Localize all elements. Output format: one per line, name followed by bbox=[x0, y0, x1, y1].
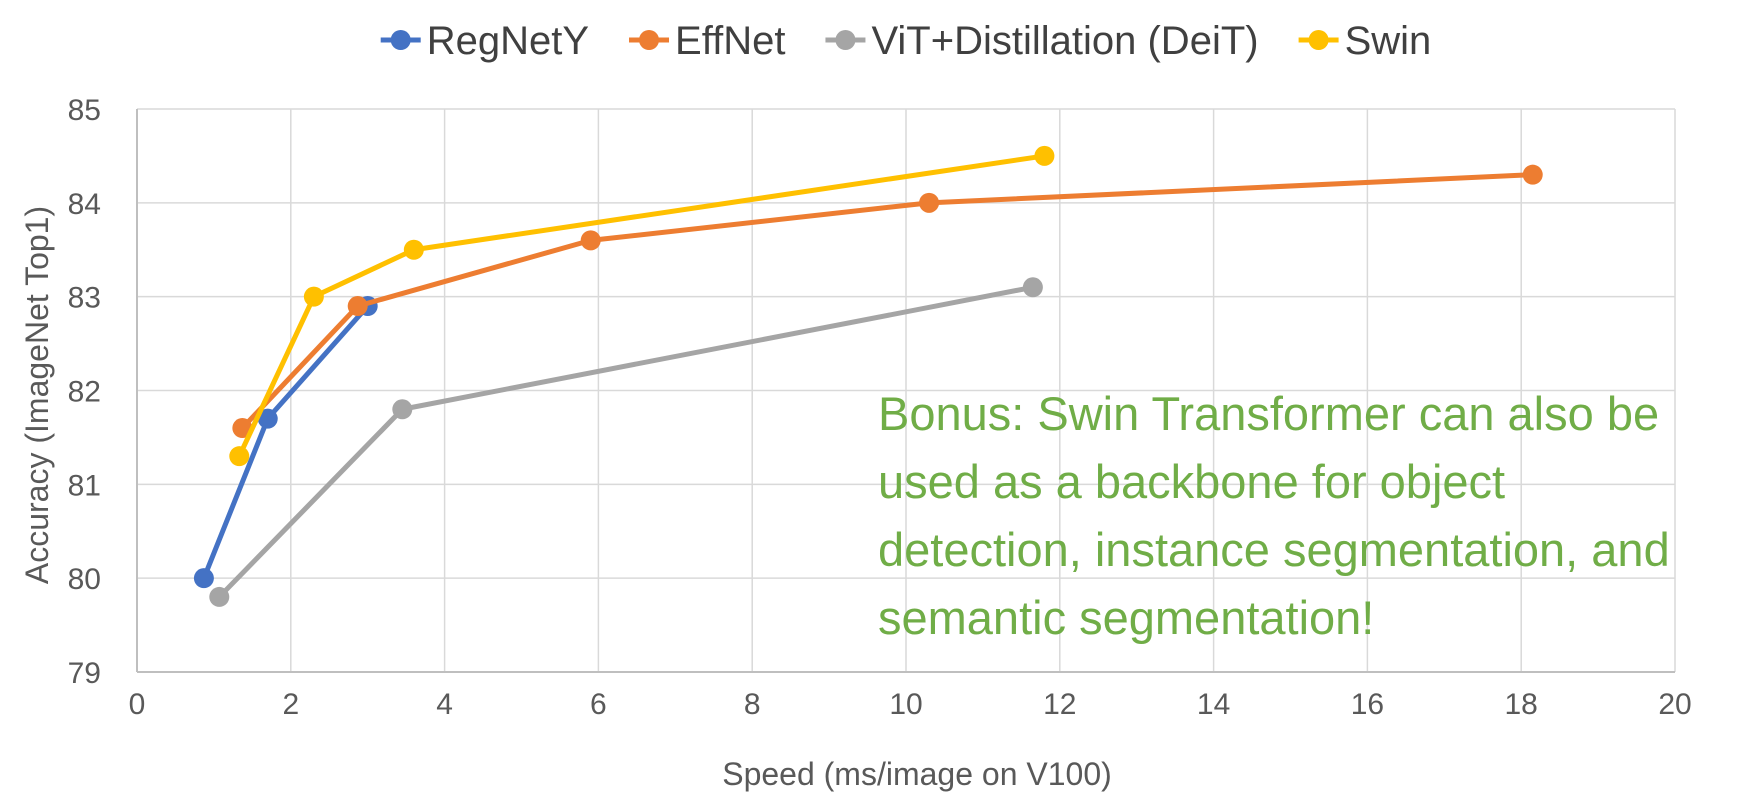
y-tick-label: 84 bbox=[68, 188, 101, 221]
data-point-effnet bbox=[1522, 164, 1543, 185]
legend-label: Swin bbox=[1345, 19, 1432, 63]
data-point-effnet bbox=[580, 230, 601, 251]
legend-label: EffNet bbox=[675, 19, 785, 63]
legend-item: ViT+Distillation (DeiT) bbox=[825, 19, 1259, 63]
annotation-text: Bonus: Swin Transformer can also be used… bbox=[878, 387, 1670, 644]
y-tick-label: 79 bbox=[68, 657, 101, 690]
data-point-vit-distillation-deit bbox=[1022, 277, 1043, 298]
data-point-vit-distillation-deit bbox=[392, 399, 413, 420]
x-tick-label: 14 bbox=[1197, 688, 1230, 721]
x-tick-label: 2 bbox=[282, 688, 299, 721]
legend: RegNetY EffNet ViT+Distillation (DeiT) Swin bbox=[380, 19, 1432, 63]
x-tick-label: 16 bbox=[1351, 688, 1384, 721]
legend-swatch-marker bbox=[639, 30, 660, 50]
x-tick-label: 4 bbox=[436, 688, 453, 721]
data-point-regnety bbox=[193, 568, 214, 589]
legend-swatch-marker bbox=[390, 30, 411, 50]
x-tick-label: 6 bbox=[590, 688, 607, 721]
y-tick-label: 82 bbox=[68, 376, 101, 409]
x-tick-label: 12 bbox=[1043, 688, 1076, 721]
data-point-swin bbox=[229, 446, 250, 467]
x-tick-label: 20 bbox=[1658, 688, 1691, 721]
x-axis-title: Speed (ms/image on V100) bbox=[722, 756, 1112, 792]
y-tick-label: 83 bbox=[68, 282, 101, 315]
y-tick-label: 85 bbox=[68, 94, 101, 127]
series-line-regnety bbox=[201, 303, 371, 581]
y-axis-title: Accuracy (ImageNet Top1) bbox=[19, 206, 55, 584]
data-point-swin bbox=[403, 239, 424, 260]
y-tick-label: 80 bbox=[68, 563, 101, 596]
data-point-regnety bbox=[257, 408, 278, 429]
legend-swatch-marker bbox=[835, 30, 856, 50]
axes: 0 2 4 6 8 10 12 14 16 18 20 79 80 81 82 83 84 85 bbox=[68, 94, 1692, 721]
data-point-swin bbox=[303, 286, 324, 307]
legend-item: EffNet bbox=[629, 19, 785, 63]
legend-label: RegNetY bbox=[427, 19, 589, 63]
x-tick-label: 8 bbox=[744, 688, 761, 721]
data-point-vit-distillation-deit bbox=[209, 586, 230, 607]
series-lines bbox=[193, 145, 1543, 607]
x-tick-label: 0 bbox=[129, 688, 146, 721]
data-point-effnet bbox=[347, 296, 368, 317]
legend-label: ViT+Distillation (DeiT) bbox=[871, 19, 1258, 63]
y-tick-label: 81 bbox=[68, 469, 101, 502]
x-tick-label: 18 bbox=[1505, 688, 1538, 721]
data-point-effnet bbox=[919, 192, 940, 213]
series-line-swin bbox=[236, 153, 1047, 459]
legend-item: RegNetY bbox=[380, 19, 589, 63]
legend-item: Swin bbox=[1298, 19, 1432, 63]
x-tick-label: 10 bbox=[889, 688, 922, 721]
legend-swatch-marker bbox=[1308, 30, 1329, 50]
data-point-swin bbox=[1034, 145, 1055, 166]
